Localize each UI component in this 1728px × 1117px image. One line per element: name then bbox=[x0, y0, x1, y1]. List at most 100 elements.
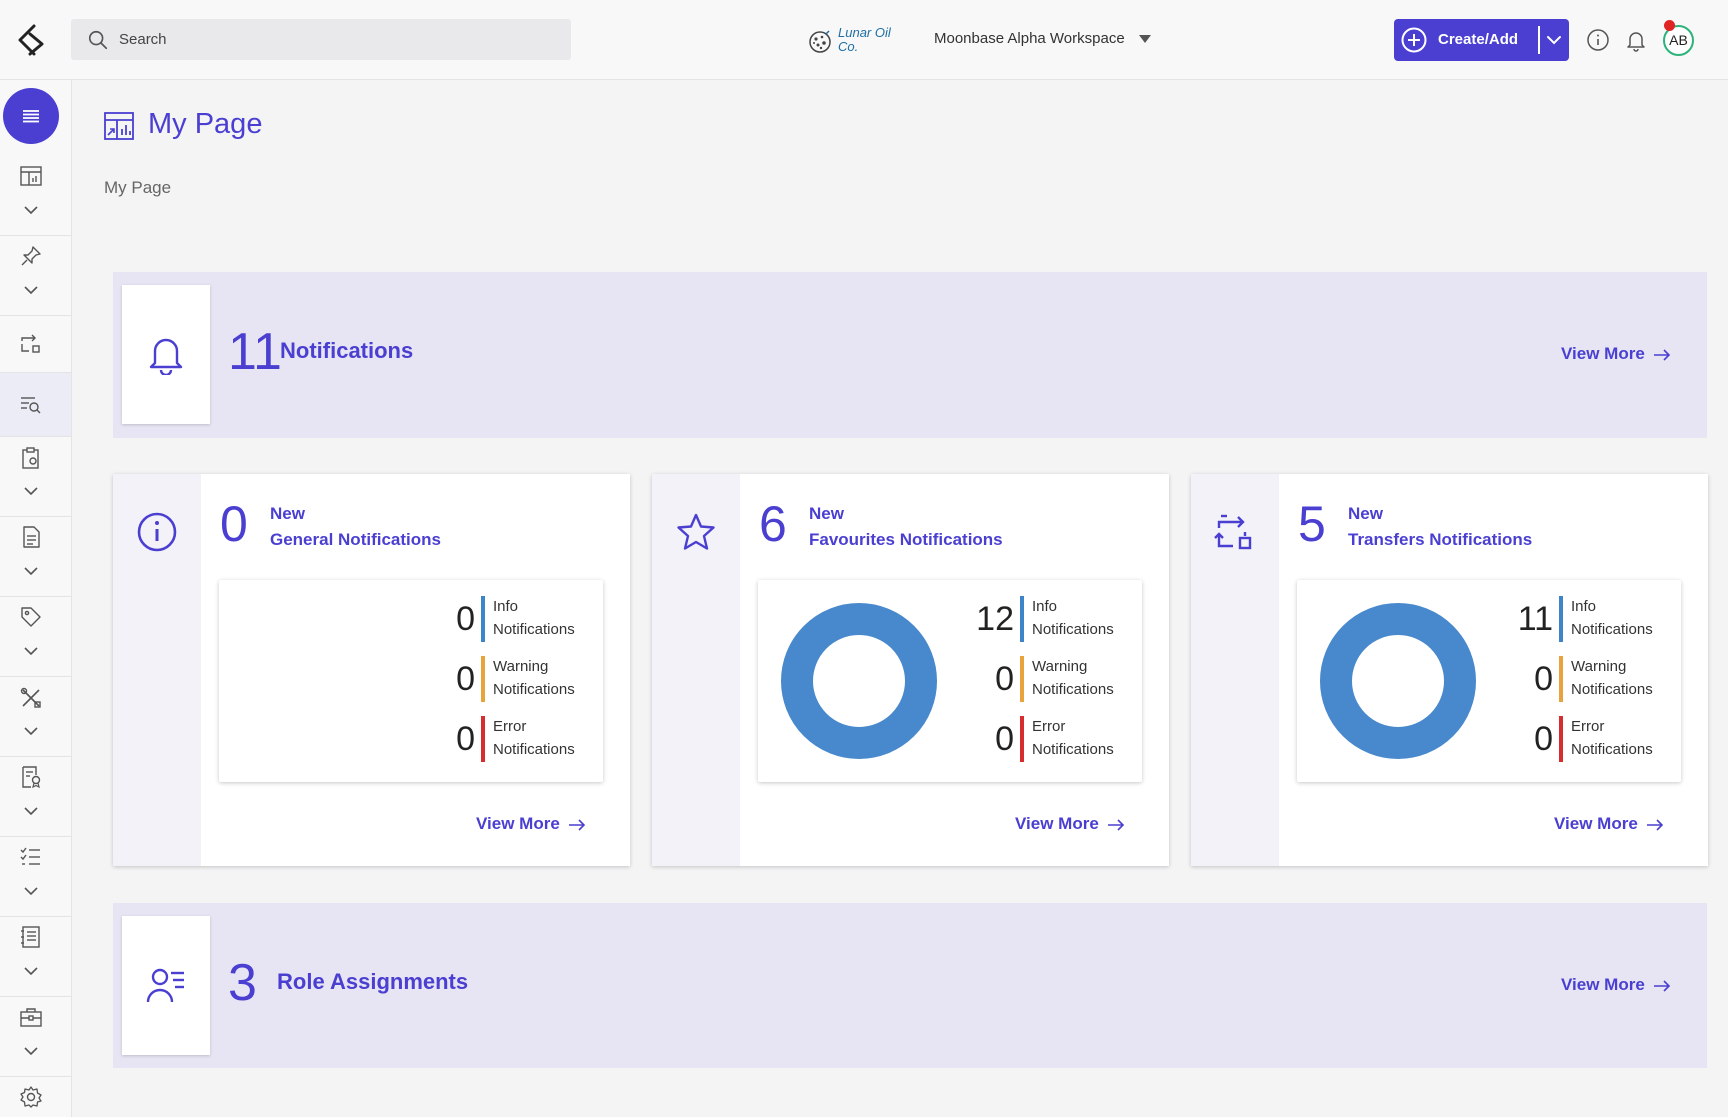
general-label-new: New bbox=[270, 504, 305, 523]
caret-down-icon bbox=[1138, 35, 1151, 44]
sidebar-item-clipboard-settings[interactable] bbox=[0, 437, 71, 517]
sidebar-item-checklists[interactable] bbox=[0, 837, 71, 917]
info-icon[interactable] bbox=[1586, 28, 1610, 52]
error-stat: 0 Error Notifications bbox=[409, 716, 599, 764]
document-icon bbox=[23, 526, 40, 548]
error-color-bar bbox=[1020, 716, 1024, 762]
error-label: Error bbox=[493, 718, 527, 735]
create-add-label: Create/Add bbox=[1438, 31, 1519, 48]
sidebar-item-search-list[interactable] bbox=[0, 373, 71, 437]
sidebar-item-tools[interactable] bbox=[0, 677, 71, 757]
sidebar-item-pinned[interactable] bbox=[0, 236, 71, 316]
favourites-notifications-card: 6 New Favourites Notifications 12 Info N… bbox=[652, 474, 1169, 866]
error-sublabel: Notifications bbox=[493, 741, 575, 758]
view-more-label: View More bbox=[476, 814, 560, 833]
notifications-icon-box bbox=[122, 285, 210, 424]
role-assignments-icon-box bbox=[122, 916, 210, 1055]
warning-sublabel: Notifications bbox=[1032, 681, 1114, 698]
bell-icon bbox=[149, 338, 183, 375]
general-label-title: General Notifications bbox=[270, 530, 441, 549]
sidebar-item-toolbox[interactable] bbox=[0, 997, 71, 1077]
toolbox-icon bbox=[20, 1008, 42, 1027]
sidebar-item-tags[interactable] bbox=[0, 597, 71, 677]
workspace-name: Moonbase Alpha Workspace bbox=[934, 30, 1125, 47]
sidebar-item-notebook[interactable] bbox=[0, 917, 71, 997]
app-logo-icon[interactable] bbox=[12, 20, 52, 60]
chevron-down-icon bbox=[24, 286, 38, 295]
warning-stat: 0 Warning Notifications bbox=[948, 656, 1138, 704]
general-notifications-card: 0 New General Notifications 0 Info Notif… bbox=[113, 474, 630, 866]
info-stat: 11 Info Notifications bbox=[1487, 596, 1677, 644]
error-count: 0 bbox=[1534, 720, 1553, 758]
general-view-more-link[interactable]: View More bbox=[476, 814, 586, 834]
transfer-icon bbox=[21, 334, 40, 353]
warning-count: 0 bbox=[456, 660, 475, 698]
error-color-bar bbox=[1559, 716, 1563, 762]
checklist-icon bbox=[20, 847, 40, 865]
view-more-label: View More bbox=[1561, 975, 1645, 994]
general-stats-panel: 0 Info Notifications 0 Warning Notificat… bbox=[219, 580, 603, 782]
arrow-right-icon bbox=[1107, 818, 1124, 831]
view-more-label: View More bbox=[1015, 814, 1099, 833]
chevron-down-icon bbox=[24, 487, 38, 496]
view-more-label: View More bbox=[1561, 344, 1645, 363]
chevron-down-icon bbox=[24, 727, 38, 736]
info-sublabel: Notifications bbox=[1032, 621, 1114, 638]
warning-color-bar bbox=[1020, 656, 1024, 702]
chevron-down-icon[interactable] bbox=[1544, 30, 1564, 50]
error-label: Error bbox=[1032, 718, 1066, 735]
card-icon-strip bbox=[652, 474, 740, 866]
transfers-count: 5 bbox=[1298, 496, 1326, 552]
notebook-icon bbox=[21, 926, 40, 948]
transfers-stats-panel: 11 Info Notifications 0 Warning Notifica… bbox=[1297, 580, 1681, 782]
dashboard-icon bbox=[20, 166, 42, 186]
notifications-view-more-link[interactable]: View More bbox=[1561, 344, 1671, 364]
transfers-label-title: Transfers Notifications bbox=[1348, 530, 1533, 549]
info-count: 11 bbox=[1517, 600, 1553, 638]
page-title: My Page bbox=[148, 108, 263, 140]
dashboard-icon bbox=[104, 112, 134, 140]
warning-stat: 0 Warning Notifications bbox=[1487, 656, 1677, 704]
favourites-view-more-link[interactable]: View More bbox=[1015, 814, 1125, 834]
error-sublabel: Notifications bbox=[1571, 741, 1653, 758]
button-divider bbox=[1538, 26, 1540, 54]
menu-button[interactable] bbox=[3, 88, 59, 144]
search-box[interactable] bbox=[71, 19, 571, 60]
create-add-button[interactable]: Create/Add bbox=[1394, 19, 1569, 61]
error-stat: 0 Error Notifications bbox=[948, 716, 1138, 764]
sidebar-item-settings[interactable] bbox=[0, 1077, 71, 1117]
sidebar-item-documents[interactable] bbox=[0, 517, 71, 597]
favourites-donut-chart bbox=[781, 603, 937, 759]
chevron-down-icon bbox=[24, 887, 38, 896]
sidebar-item-transfers[interactable] bbox=[0, 316, 71, 373]
info-color-bar bbox=[481, 596, 485, 642]
info-color-bar bbox=[1020, 596, 1024, 642]
organization-name: Lunar Oil Co. bbox=[838, 25, 891, 54]
error-count: 0 bbox=[995, 720, 1014, 758]
plus-circle-icon bbox=[1401, 27, 1427, 53]
organization-logo: Lunar Oil Co. bbox=[808, 24, 908, 58]
workspace-selector[interactable]: Moonbase Alpha Workspace bbox=[934, 30, 1151, 52]
sidebar-item-certificates[interactable] bbox=[0, 757, 71, 837]
warning-stat: 0 Warning Notifications bbox=[409, 656, 599, 704]
chevron-down-icon bbox=[24, 1047, 38, 1056]
transfers-view-more-link[interactable]: View More bbox=[1554, 814, 1664, 834]
chevron-down-icon bbox=[24, 807, 38, 816]
arrow-right-icon bbox=[1653, 348, 1670, 361]
user-avatar[interactable]: AB bbox=[1663, 25, 1694, 56]
role-assignments-label: Role Assignments bbox=[277, 969, 469, 994]
warning-sublabel: Notifications bbox=[493, 681, 575, 698]
role-assignments-view-more-link[interactable]: View More bbox=[1561, 975, 1671, 995]
info-label: Info bbox=[1571, 598, 1597, 615]
sidebar-item-dashboard[interactable] bbox=[0, 156, 71, 236]
info-stat: 12 Info Notifications bbox=[948, 596, 1138, 644]
info-color-bar bbox=[1559, 596, 1563, 642]
transfer-icon bbox=[1214, 514, 1252, 550]
search-input[interactable] bbox=[119, 19, 559, 60]
chevron-down-icon bbox=[24, 567, 38, 576]
user-list-icon bbox=[146, 968, 184, 1003]
search-list-icon bbox=[21, 397, 41, 414]
arrow-right-icon bbox=[1646, 818, 1663, 831]
bell-icon[interactable] bbox=[1624, 28, 1648, 52]
transfers-donut-chart bbox=[1320, 603, 1476, 759]
